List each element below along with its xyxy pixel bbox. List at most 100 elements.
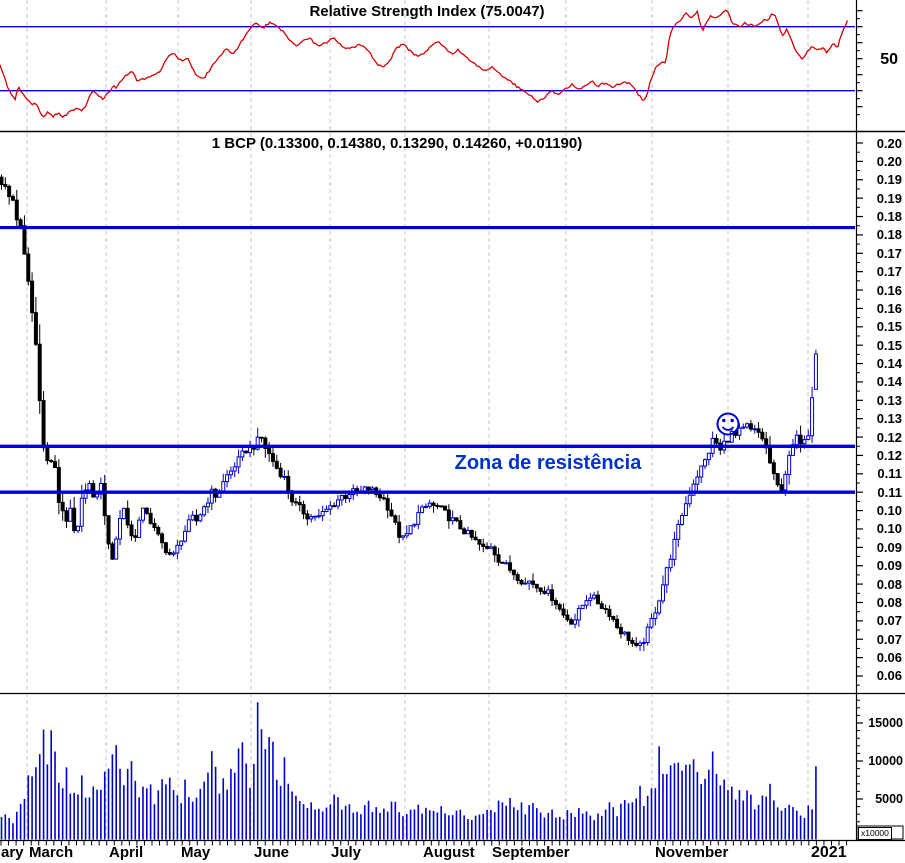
candle-body bbox=[41, 400, 46, 449]
candle-body bbox=[768, 447, 773, 464]
candle-body bbox=[274, 460, 279, 469]
candle-body bbox=[10, 196, 15, 201]
candle-body bbox=[397, 521, 402, 538]
candle-body bbox=[775, 473, 780, 486]
price-axis-label: 0.17 bbox=[876, 264, 902, 280]
candle-body bbox=[393, 515, 398, 523]
candle-body bbox=[607, 608, 612, 618]
candle-body bbox=[485, 545, 490, 549]
candle-body bbox=[469, 529, 474, 538]
candle-body bbox=[511, 569, 516, 576]
candle-body bbox=[228, 470, 233, 476]
candle-body bbox=[530, 580, 535, 585]
candle-body bbox=[366, 486, 371, 491]
candle-body bbox=[87, 483, 92, 491]
candle-body bbox=[481, 543, 486, 547]
candle-body bbox=[179, 540, 184, 546]
price-axis-label: 0.16 bbox=[876, 300, 902, 316]
candle-body bbox=[240, 450, 245, 458]
candle-body bbox=[446, 509, 451, 522]
price-axis-label: 0.09 bbox=[876, 539, 902, 555]
candle-body bbox=[305, 513, 310, 520]
candle-body bbox=[75, 525, 80, 532]
rsi-panel bbox=[0, 9, 855, 119]
price-axis-label: 0.15 bbox=[876, 337, 902, 353]
axis-ticks bbox=[0, 10, 863, 846]
candle-body bbox=[645, 626, 650, 643]
smiley-icon bbox=[716, 412, 740, 436]
candle-body bbox=[22, 225, 27, 255]
candle-body bbox=[523, 582, 528, 585]
candle-body bbox=[313, 515, 318, 518]
price-axis-label: 0.17 bbox=[876, 245, 902, 261]
candle-body bbox=[691, 483, 696, 496]
price-axis-label: 0.10 bbox=[876, 503, 902, 519]
candle-body bbox=[33, 312, 38, 345]
candle-body bbox=[167, 552, 172, 555]
price-axis-label: 0.09 bbox=[876, 558, 902, 574]
price-axis-label: 0.14 bbox=[876, 374, 902, 390]
month-label-august: August bbox=[423, 844, 475, 861]
month-label-june: June bbox=[254, 844, 290, 861]
volume-label-10000: 10000 bbox=[868, 753, 903, 768]
price-axis-label: 0.08 bbox=[876, 576, 902, 592]
candle-body bbox=[534, 583, 539, 589]
candle-body bbox=[79, 497, 84, 527]
candle-body bbox=[267, 447, 272, 455]
candle-body bbox=[263, 437, 268, 449]
candle-body bbox=[26, 253, 31, 282]
candle-body bbox=[370, 487, 375, 491]
candle-body bbox=[133, 535, 138, 538]
candle-body bbox=[316, 515, 321, 518]
candle-body bbox=[638, 642, 643, 646]
candle-body bbox=[339, 494, 344, 501]
price-axis-label: 0.12 bbox=[876, 447, 902, 463]
candle-body bbox=[309, 516, 314, 520]
candle-body bbox=[576, 608, 581, 621]
rsi-50-label: 50 bbox=[880, 51, 898, 68]
month-label-april: April bbox=[109, 844, 144, 861]
month-label-2021: 2021 bbox=[811, 844, 847, 861]
smiley-mouth bbox=[721, 426, 735, 431]
candle-body bbox=[527, 580, 532, 584]
candle-body bbox=[118, 518, 123, 540]
candle-body bbox=[752, 428, 757, 431]
candle-body bbox=[378, 494, 383, 499]
candle-body bbox=[148, 512, 153, 524]
candle-body bbox=[362, 486, 367, 492]
candle-body bbox=[657, 600, 662, 614]
candle-body bbox=[695, 476, 700, 485]
price-panel bbox=[0, 174, 855, 652]
resistance-zone-label: Zona de resistência bbox=[454, 452, 642, 474]
candle-body bbox=[477, 539, 482, 545]
month-label-september: September bbox=[492, 844, 570, 861]
candle-body bbox=[205, 502, 210, 508]
smiley-eye bbox=[730, 418, 734, 423]
candle-body bbox=[64, 510, 69, 522]
candle-body bbox=[255, 436, 260, 450]
candle-body bbox=[416, 512, 421, 525]
candle-body bbox=[435, 504, 440, 507]
month-label-november: November bbox=[655, 844, 729, 861]
candle-body bbox=[488, 546, 493, 549]
candle-body bbox=[810, 397, 815, 437]
candle-body bbox=[144, 507, 149, 514]
candle-body bbox=[68, 507, 73, 522]
candle-body bbox=[641, 641, 646, 644]
price-axis-label: 0.15 bbox=[876, 319, 902, 335]
candle-body bbox=[462, 528, 467, 535]
candle-body bbox=[137, 519, 142, 538]
candle-body bbox=[557, 604, 562, 610]
candle-body bbox=[599, 603, 604, 609]
candle-body bbox=[259, 436, 264, 439]
candle-body bbox=[198, 514, 203, 522]
candle-body bbox=[270, 453, 275, 462]
month-label-ary: ary bbox=[1, 844, 24, 861]
candle-body bbox=[301, 504, 306, 515]
price-title: 1 BCP (0.13300, 0.14380, 0.13290, 0.1426… bbox=[211, 135, 583, 152]
volume-multiplier-label: x10000 bbox=[858, 826, 892, 840]
candle-body bbox=[18, 219, 23, 227]
candle-body bbox=[504, 562, 509, 565]
candle-body bbox=[0, 176, 4, 186]
